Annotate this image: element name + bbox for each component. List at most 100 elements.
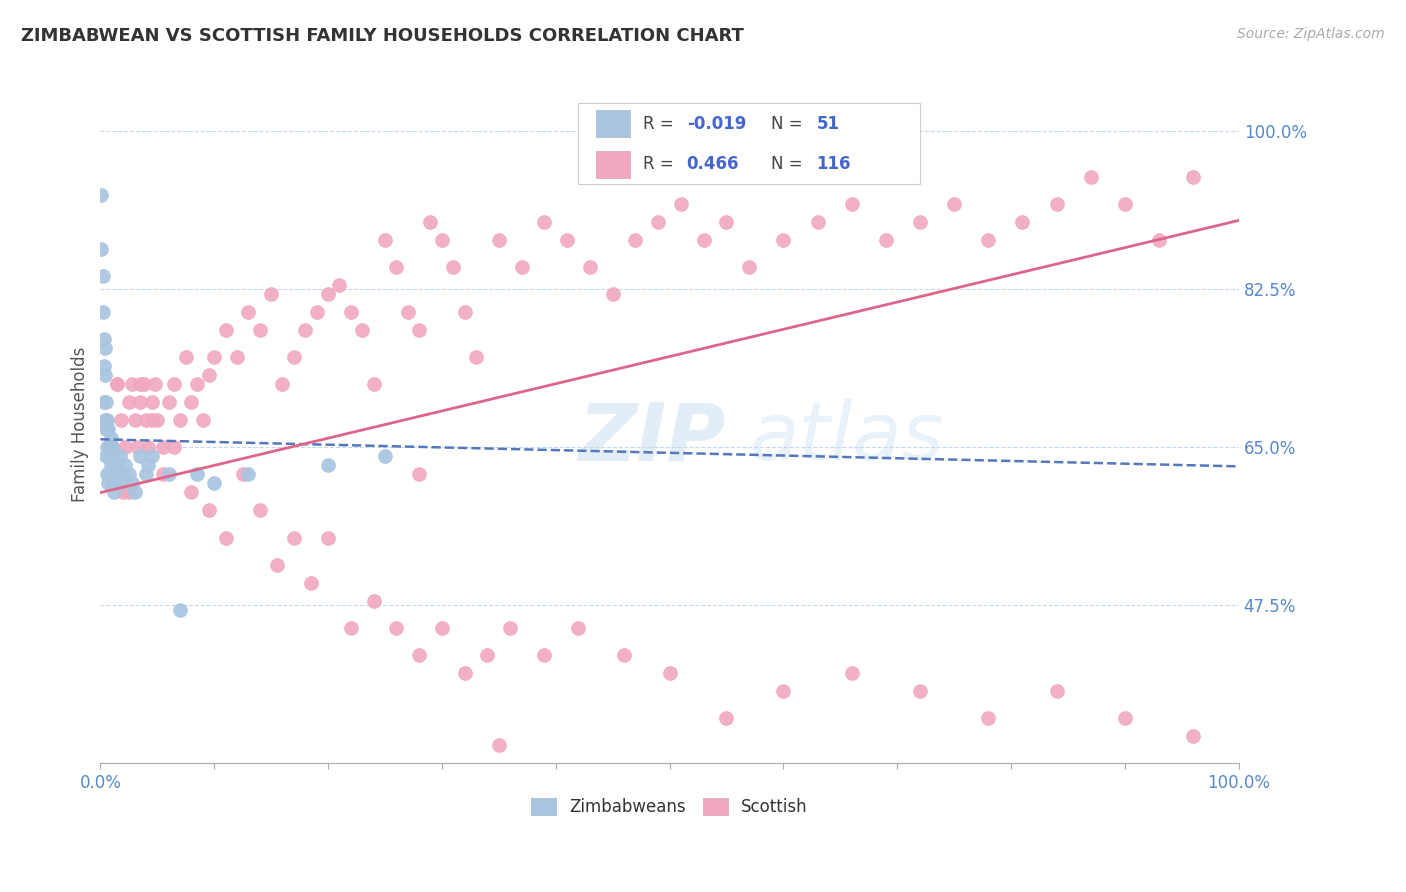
Point [602, 286, 624, 301]
Point [90, 187, 112, 202]
Point [1011, 215, 1033, 229]
Point [174, 350, 197, 364]
Point [374, 450, 396, 464]
Point [93, 359, 115, 373]
Point [112, 485, 135, 500]
Point [488, 738, 510, 752]
Point [112, 467, 135, 482]
Point [94, 450, 117, 464]
Y-axis label: Family Households: Family Households [72, 347, 89, 502]
Point [316, 286, 339, 301]
Point [157, 467, 180, 482]
Point [716, 215, 738, 229]
Point [841, 196, 863, 211]
Point [875, 233, 897, 247]
Point [738, 260, 761, 274]
Point [510, 260, 533, 274]
Point [104, 467, 127, 482]
Point [352, 323, 374, 337]
Point [136, 458, 159, 473]
Point [124, 485, 146, 500]
Point [408, 648, 430, 662]
Point [96, 413, 118, 427]
Point [533, 648, 555, 662]
Point [94, 395, 117, 409]
Point [157, 395, 180, 409]
Point [567, 621, 589, 635]
Point [772, 233, 794, 247]
Point [101, 450, 124, 464]
Point [1114, 711, 1136, 725]
Point [101, 476, 124, 491]
Point [316, 458, 339, 473]
Point [91, 268, 114, 283]
Point [129, 450, 152, 464]
Point [340, 305, 363, 319]
Point [94, 422, 117, 436]
Point [430, 233, 453, 247]
Point [1182, 729, 1205, 743]
Point [91, 305, 114, 319]
Point [180, 485, 202, 500]
Point [121, 476, 143, 491]
Point [118, 467, 141, 482]
Text: -0.019: -0.019 [686, 114, 747, 133]
Point [202, 350, 225, 364]
Point [1046, 196, 1069, 211]
Point [163, 377, 186, 392]
Text: 51: 51 [817, 114, 839, 133]
Point [135, 413, 157, 427]
Point [374, 233, 396, 247]
Point [1114, 196, 1136, 211]
Text: R =: R = [644, 114, 679, 133]
Point [105, 458, 128, 473]
Point [238, 467, 260, 482]
Point [453, 665, 475, 680]
Point [100, 458, 122, 473]
Point [103, 485, 125, 500]
Point [136, 440, 159, 454]
Text: Source: ZipAtlas.com: Source: ZipAtlas.com [1237, 27, 1385, 41]
Point [977, 233, 1000, 247]
Point [94, 341, 117, 355]
Point [340, 621, 363, 635]
Point [202, 476, 225, 491]
Point [100, 440, 122, 454]
Point [152, 467, 174, 482]
Point [98, 440, 121, 454]
Point [118, 485, 141, 500]
Point [152, 440, 174, 454]
Point [488, 233, 510, 247]
Point [94, 413, 117, 427]
Point [143, 377, 166, 392]
Point [305, 305, 328, 319]
Point [118, 395, 141, 409]
Point [294, 323, 316, 337]
Point [141, 450, 163, 464]
Point [249, 323, 271, 337]
Point [453, 305, 475, 319]
Point [97, 422, 120, 436]
Point [647, 215, 669, 229]
Point [97, 476, 120, 491]
Point [180, 395, 202, 409]
Point [716, 711, 738, 725]
Point [465, 350, 488, 364]
Point [129, 395, 152, 409]
Point [299, 575, 322, 590]
Point [135, 467, 157, 482]
Point [121, 377, 143, 392]
Point [363, 593, 385, 607]
Point [94, 413, 117, 427]
Point [555, 233, 578, 247]
Text: R =: R = [644, 155, 679, 173]
Point [214, 531, 236, 545]
Point [197, 368, 219, 383]
Point [110, 413, 132, 427]
Point [186, 377, 208, 392]
Point [108, 450, 131, 464]
Point [132, 377, 155, 392]
Point [125, 440, 148, 454]
Text: N =: N = [770, 155, 808, 173]
Point [96, 440, 118, 454]
